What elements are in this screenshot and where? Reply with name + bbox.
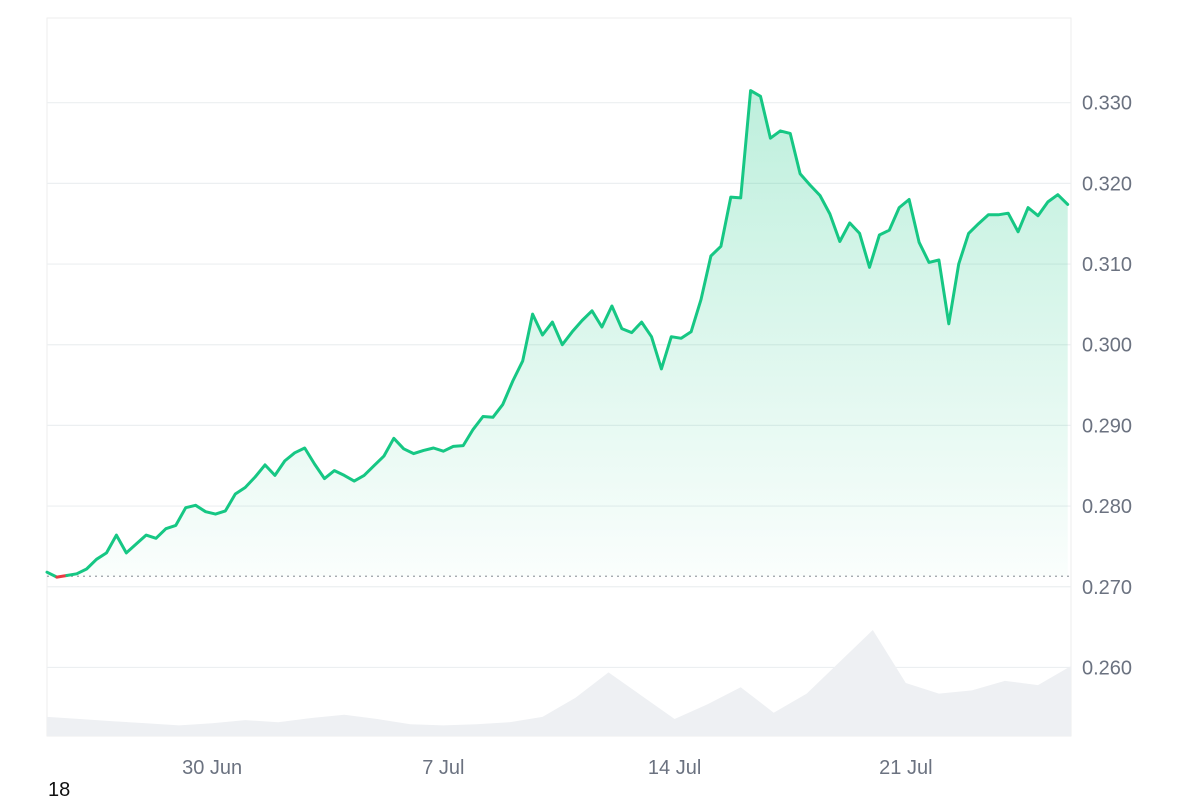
corner-label: 18 <box>48 779 71 801</box>
volume-area <box>47 630 1071 736</box>
x-axis-labels: 30 Jun 7 Jul 14 Jul 21 Jul <box>182 757 932 779</box>
y-tick-label-3: 0.300 <box>1082 335 1132 357</box>
price-line-up-0 <box>45 570 59 579</box>
y-tick-label-0: 0.330 <box>1082 93 1132 115</box>
volume-layer <box>47 630 1071 736</box>
x-tick-label-1: 7 Jul <box>422 757 464 779</box>
line-layer <box>45 89 1070 579</box>
y-tick-label-4: 0.290 <box>1082 415 1132 437</box>
y-tick-label-1: 0.320 <box>1082 173 1132 195</box>
y-tick-label-2: 0.310 <box>1082 254 1132 276</box>
y-tick-label-6: 0.270 <box>1082 577 1132 599</box>
price-line-down-1 <box>55 574 69 579</box>
price-line-up-2 <box>65 89 1070 577</box>
y-axis-labels: 0.330 0.320 0.310 0.300 0.290 0.280 0.270 0.260 <box>1082 93 1132 680</box>
x-tick-label-2: 14 Jul <box>648 757 701 779</box>
x-tick-label-3: 21 Jul <box>879 757 932 779</box>
y-tick-label-7: 0.260 <box>1082 657 1132 679</box>
y-tick-label-5: 0.280 <box>1082 496 1132 518</box>
x-tick-label-0: 30 Jun <box>182 757 242 779</box>
